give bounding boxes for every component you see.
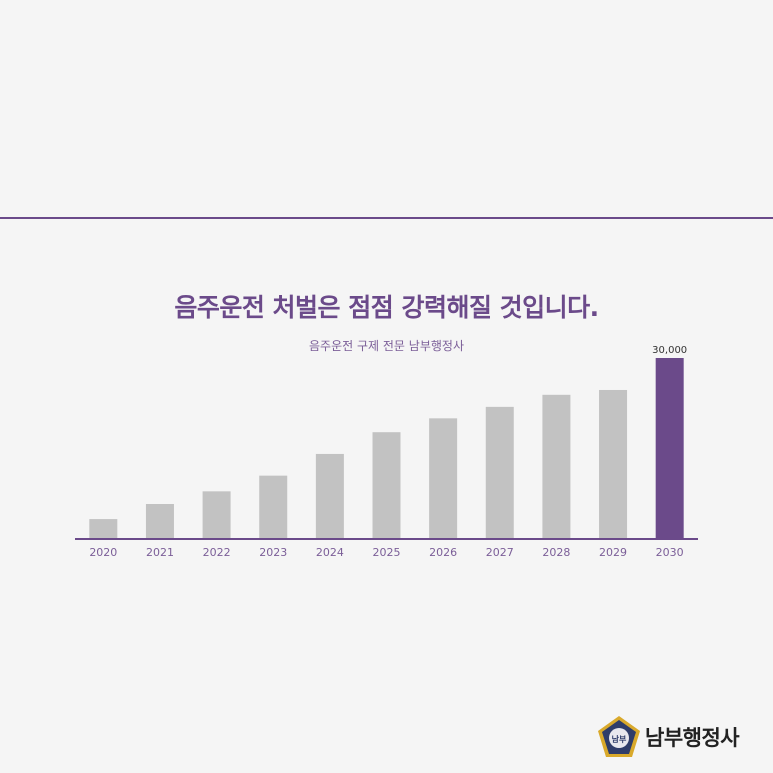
- bar-2023: [259, 475, 288, 539]
- bar-2028: [542, 394, 571, 539]
- x-tick-label-2026: 2026: [429, 546, 457, 559]
- x-tick-label-2028: 2028: [542, 546, 570, 559]
- page-subtitle: 음주운전 구제 전문 남부행정사: [309, 339, 464, 353]
- page-title: 음주운전 처벌은 점점 강력해질 것입니다.: [174, 293, 599, 322]
- x-tick-label-2022: 2022: [203, 546, 231, 559]
- bar-2022: [202, 491, 231, 539]
- bar-2027: [485, 406, 514, 539]
- x-tick-label-2030: 2030: [656, 546, 684, 559]
- brand-name: 남부행정사: [645, 726, 740, 750]
- x-tick-label-2024: 2024: [316, 546, 344, 559]
- emblem-text: 남부: [612, 734, 627, 744]
- bar-2029: [599, 389, 628, 539]
- bar-2026: [429, 418, 458, 539]
- x-tick-label-2025: 2025: [373, 546, 401, 559]
- x-tick-label-2020: 2020: [89, 546, 117, 559]
- bar-2025: [372, 432, 401, 539]
- bar-2024: [315, 453, 344, 539]
- emblem-icon: 남부: [598, 716, 640, 757]
- bar-2030: [655, 358, 684, 539]
- x-tick-label-2023: 2023: [259, 546, 287, 559]
- x-tick-label-2027: 2027: [486, 546, 514, 559]
- bar-2020: [89, 519, 118, 539]
- x-tick-label-2029: 2029: [599, 546, 627, 559]
- data-label-2030: 30,000: [652, 345, 687, 356]
- x-tick-label-2021: 2021: [146, 546, 174, 559]
- top-divider: [0, 217, 773, 219]
- brand-logo: 남부 남부행정사: [597, 714, 740, 760]
- bar-2021: [145, 504, 174, 539]
